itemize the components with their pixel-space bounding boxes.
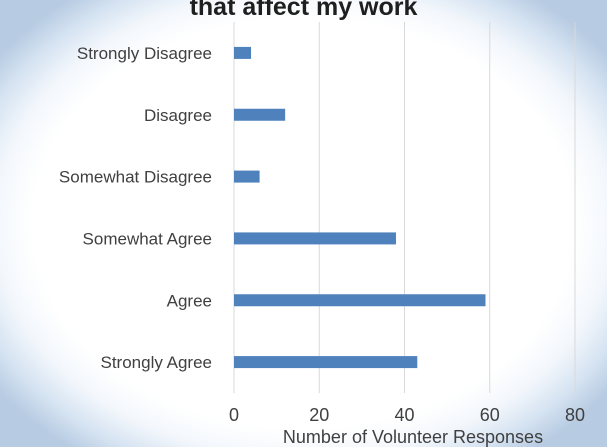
x-tick-label-20: 20	[309, 405, 329, 425]
bar-strongly-disagree	[234, 46, 252, 59]
x-tick-label-60: 60	[480, 405, 500, 425]
x-tick-label-40: 40	[394, 405, 414, 425]
chart-title: that affect my work	[189, 0, 418, 21]
category-label-somewhat-agree: Somewhat Agree	[83, 229, 212, 248]
bar-somewhat-disagree	[234, 170, 260, 183]
x-tick-label-80: 80	[565, 405, 585, 425]
category-label-strongly-agree: Strongly Agree	[100, 353, 212, 372]
bar-disagree	[234, 108, 286, 121]
x-tick-label-0: 0	[229, 405, 239, 425]
category-label-strongly-disagree: Strongly Disagree	[77, 44, 212, 63]
bar-somewhat-agree	[234, 232, 396, 245]
category-label-somewhat-disagree: Somewhat Disagree	[59, 168, 212, 187]
bar-agree	[234, 294, 486, 307]
category-label-agree: Agree	[167, 291, 212, 310]
x-axis-title: Number of Volunteer Responses	[283, 427, 543, 447]
category-label-disagree: Disagree	[144, 106, 212, 125]
bar-strongly-agree	[234, 356, 418, 369]
